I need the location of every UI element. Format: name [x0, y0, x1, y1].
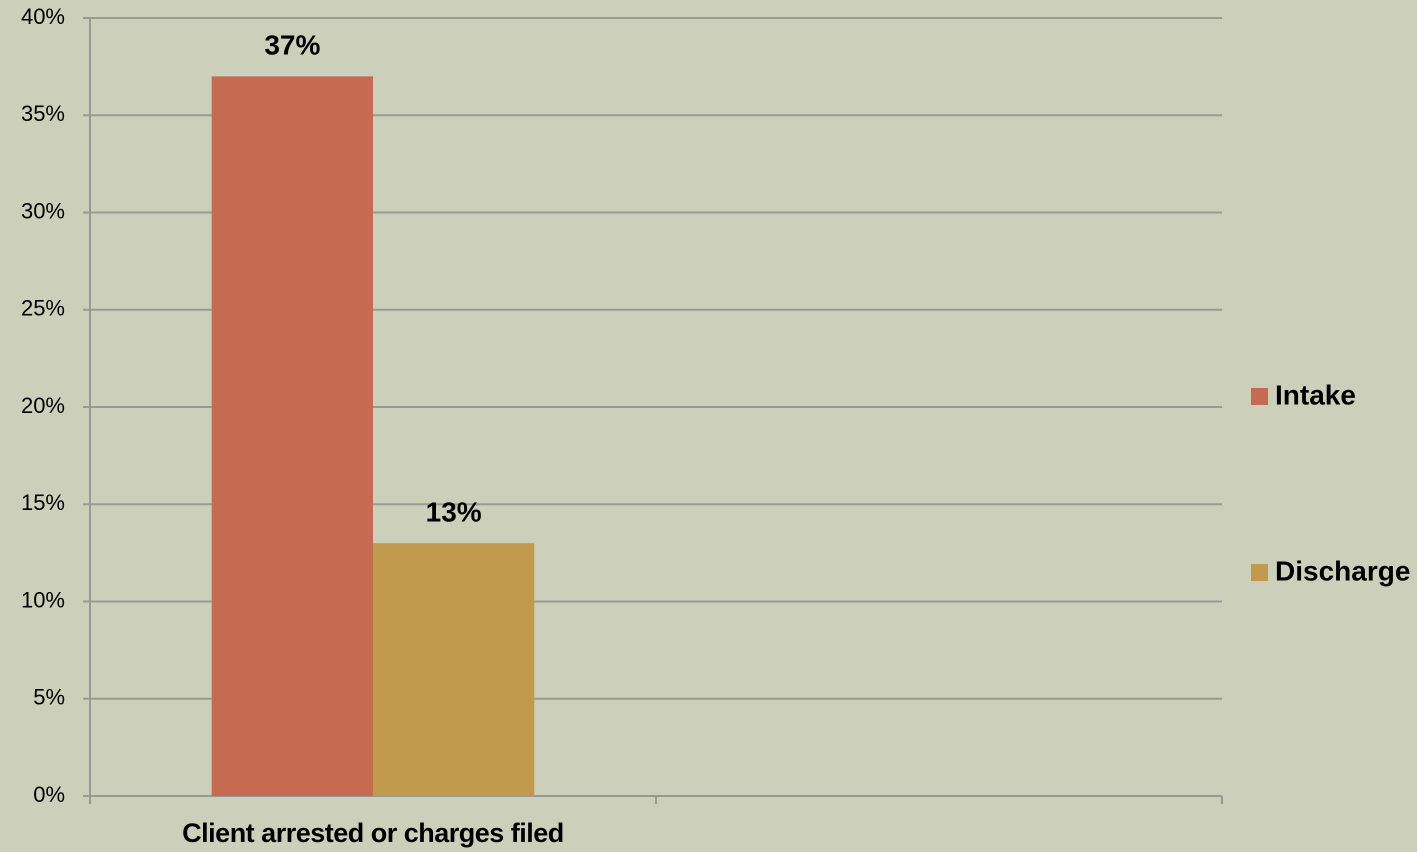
data-label: 13% — [426, 497, 482, 528]
legend-label: Intake — [1275, 379, 1356, 410]
y-tick-label: 5% — [33, 685, 65, 710]
legend-swatch — [1251, 564, 1268, 581]
y-tick-label: 30% — [21, 198, 65, 223]
legend-label: Discharge — [1275, 555, 1410, 586]
y-tick-label: 20% — [21, 393, 65, 418]
x-tick-label: Client arrested or charges filed — [182, 818, 564, 848]
bar — [373, 543, 535, 796]
y-tick-label: 40% — [21, 4, 65, 29]
y-tick-label: 0% — [33, 782, 65, 807]
y-tick-label: 15% — [21, 490, 65, 515]
y-tick-label: 25% — [21, 296, 65, 321]
y-tick-label: 35% — [21, 101, 65, 126]
data-label: 37% — [264, 30, 320, 61]
y-tick-label: 10% — [21, 587, 65, 612]
bar — [211, 76, 373, 797]
legend-swatch — [1251, 388, 1268, 405]
